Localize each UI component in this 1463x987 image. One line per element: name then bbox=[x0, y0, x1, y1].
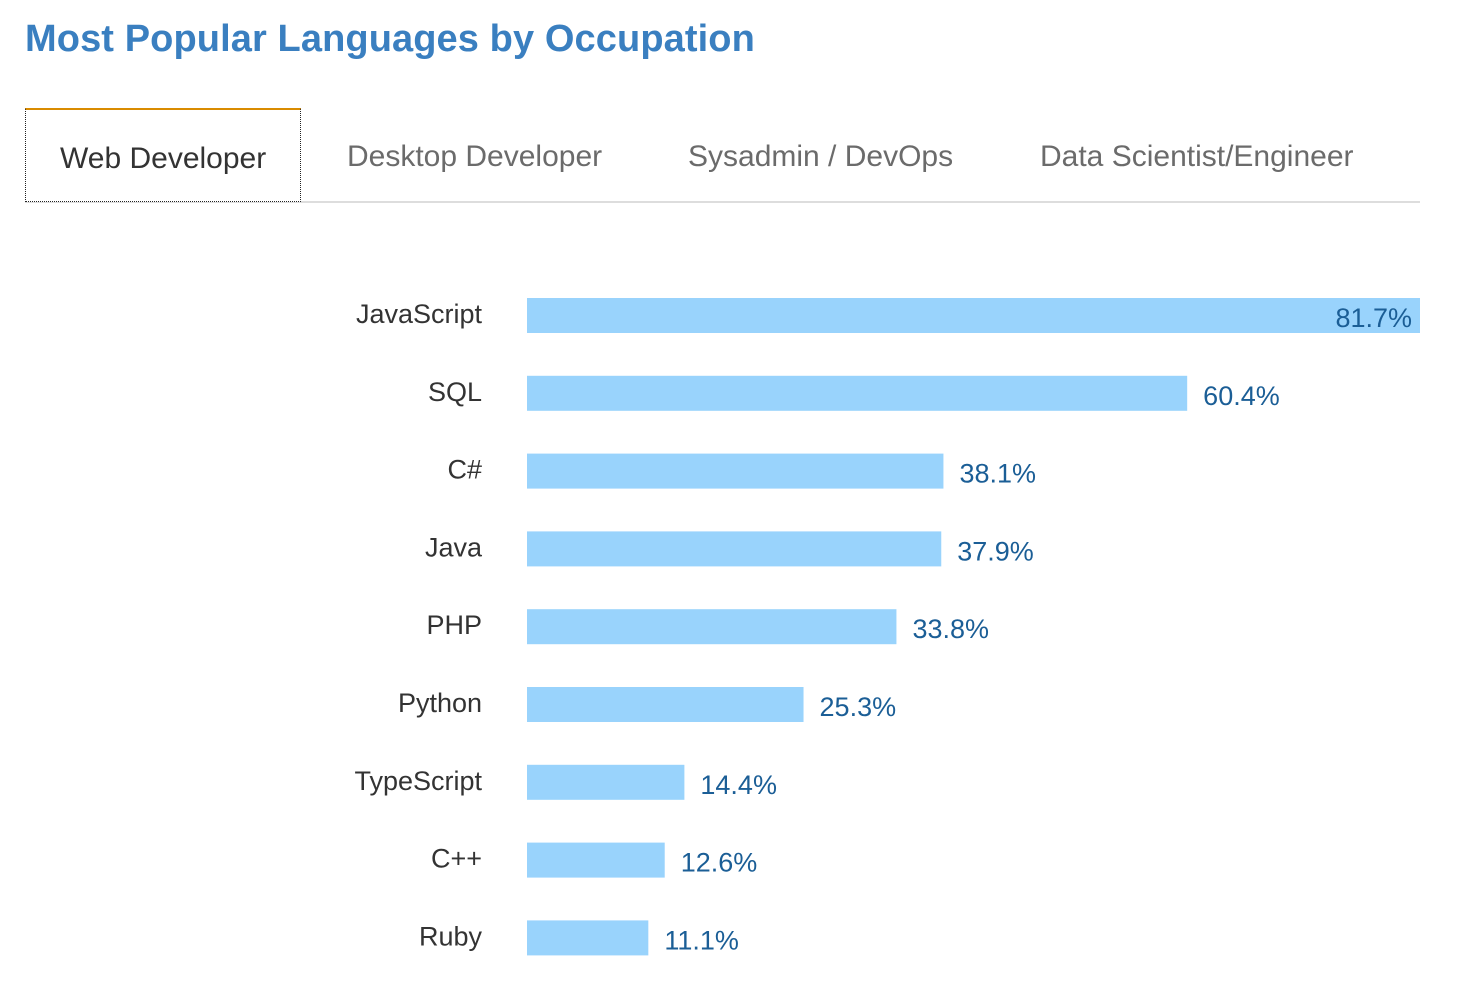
value-label-php: 33.8% bbox=[912, 614, 989, 644]
tab-data-scientist-engineer[interactable]: Data Scientist/Engineer bbox=[1040, 140, 1354, 173]
category-label-python: Python bbox=[398, 688, 482, 718]
tab-sysadmin-devops[interactable]: Sysadmin / DevOps bbox=[688, 140, 954, 173]
value-label-javascript: 81.7% bbox=[1335, 303, 1412, 333]
bar-sql bbox=[527, 375, 1188, 411]
category-label-java: Java bbox=[425, 532, 483, 562]
category-label-php: PHP bbox=[426, 610, 482, 640]
category-label-cpp: C++ bbox=[431, 844, 482, 874]
category-label-ruby: Ruby bbox=[419, 921, 483, 951]
occupation-tabs: Web Developer Desktop Developer Sysadmin… bbox=[25, 108, 1420, 203]
bar-java bbox=[527, 531, 942, 567]
value-label-cpp: 12.6% bbox=[681, 848, 758, 878]
bar-cpp bbox=[527, 842, 665, 878]
category-label-csharp: C# bbox=[447, 455, 482, 485]
value-label-ruby: 11.1% bbox=[664, 925, 739, 955]
bar-php bbox=[527, 609, 897, 645]
tab-desktop-developer[interactable]: Desktop Developer bbox=[347, 140, 603, 173]
bar-javascript bbox=[527, 298, 1420, 333]
category-label-typescript: TypeScript bbox=[354, 766, 482, 796]
bar-csharp bbox=[527, 453, 944, 489]
value-label-java: 37.9% bbox=[957, 536, 1034, 566]
page-title: Most Popular Languages by Occupation bbox=[25, 18, 755, 60]
category-label-sql: SQL bbox=[428, 377, 482, 407]
category-label-javascript: JavaScript bbox=[356, 299, 483, 329]
bar-typescript bbox=[527, 764, 685, 800]
value-label-python: 25.3% bbox=[820, 692, 897, 722]
tab-web-developer[interactable]: Web Developer bbox=[25, 108, 302, 202]
value-label-typescript: 14.4% bbox=[700, 770, 777, 800]
bar-ruby bbox=[527, 920, 649, 956]
value-label-csharp: 38.1% bbox=[959, 459, 1036, 489]
bar-python bbox=[527, 687, 804, 722]
value-label-sql: 60.4% bbox=[1203, 381, 1280, 411]
